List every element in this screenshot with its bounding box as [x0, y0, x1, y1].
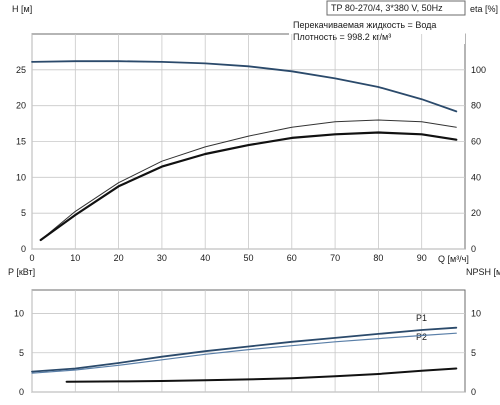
grid-layer [31, 34, 465, 393]
x-tick-label: 60 [287, 253, 297, 263]
x-tick-label: 80 [373, 253, 383, 263]
efficiency-curve-thin [40, 119, 457, 241]
npsh-curve [65, 367, 458, 383]
eta-tick-label: 20 [471, 208, 481, 218]
eta-tick-label: 100 [471, 65, 486, 75]
pump-label-box [326, 0, 466, 16]
head-curve [31, 60, 458, 113]
liquid-info-box [289, 18, 465, 44]
eta-tick-label: 0 [471, 244, 476, 254]
series-layer [31, 60, 458, 383]
x-tick-label: 50 [243, 253, 253, 263]
eta-tick-label: 60 [471, 137, 481, 147]
npsh-tick-label: 10 [471, 309, 481, 319]
eta-tick-label: 40 [471, 172, 481, 182]
pump-label: TP 80-270/4, 3*380 V, 50Hz [331, 3, 443, 13]
liquid-line: Перекачиваемая жидкость = Вода [293, 20, 436, 30]
power-tick-label: 5 [19, 348, 24, 358]
x-tick-label: 20 [114, 253, 124, 263]
x-tick-label: 10 [70, 253, 80, 263]
x-tick-label: 30 [157, 253, 167, 263]
head-tick-label: 20 [16, 101, 26, 111]
head-tick-label: 0 [21, 244, 26, 254]
eta-tick-label: 80 [471, 101, 481, 111]
tick-label-layer: 0 10 20 30 40 50 60 70 80 90051015202502040608010… [14, 65, 486, 397]
head-axis-label: H [м] [12, 4, 32, 14]
flow-axis-label: Q [м³/ч] [438, 254, 469, 264]
head-tick-label: 5 [21, 208, 26, 218]
head-tick-label: 25 [16, 65, 26, 75]
npsh-axis-label: NPSH [м] [466, 267, 500, 277]
npsh-tick-label: 5 [471, 348, 476, 358]
head-tick-label: 15 [16, 137, 26, 147]
power-curve-p1 [31, 326, 458, 373]
efficiency-curve [39, 131, 458, 242]
npsh-tick-label: 0 [471, 387, 476, 397]
head-tick-label: 10 [16, 172, 26, 182]
power-tick-label: 10 [14, 309, 24, 319]
power-tick-label: 0 [19, 387, 24, 397]
power-curve-p2 [31, 332, 457, 374]
eta-axis-label: eta [%] [470, 4, 498, 14]
x-tick-label: 70 [330, 253, 340, 263]
x-tick-label: 90 [417, 253, 427, 263]
x-tick-label: 40 [200, 253, 210, 263]
power-axis-label: P [кВт] [8, 267, 35, 277]
x-tick-label: 0 [29, 253, 34, 263]
density-line: Плотность = 998.2 кг/м³ [293, 32, 391, 42]
